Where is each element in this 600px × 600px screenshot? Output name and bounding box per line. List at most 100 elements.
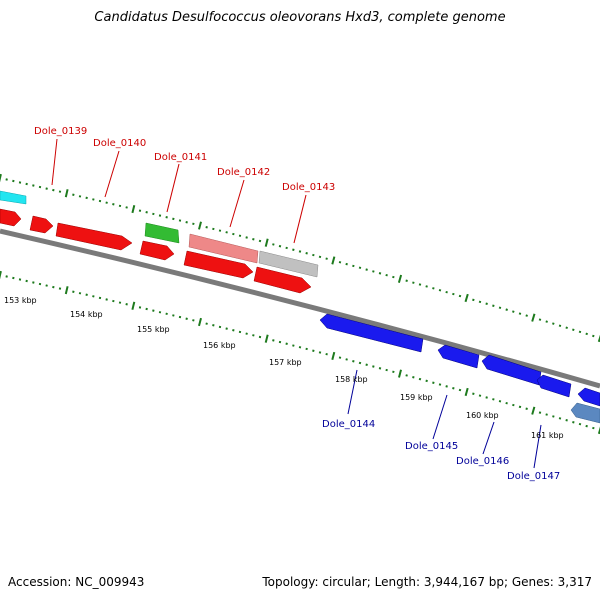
inner-ring-minor-tick (592, 426, 595, 430)
inner-ring-minor-tick (372, 365, 375, 368)
outer-ring-minor-tick (312, 253, 315, 257)
outer-ring-major-tick (531, 313, 536, 322)
inner-ring-minor-tick (152, 309, 155, 312)
inner-ring-minor-tick (478, 394, 482, 397)
gene-blue-edge[interactable] (577, 387, 600, 407)
outer-ring-minor-tick (492, 304, 495, 307)
inner-ring-minor-tick (525, 407, 528, 411)
outer-ring-minor-tick (445, 290, 448, 294)
outer-ring-minor-tick (305, 252, 308, 255)
inner-ring-minor-tick (12, 276, 15, 280)
gene-dole-0145-blue[interactable] (437, 344, 480, 369)
outer-ring-minor-tick (272, 243, 275, 246)
outer-ring-major-tick (331, 256, 336, 265)
outer-ring-minor-tick (405, 279, 408, 282)
gene-label-dole-0145[interactable]: Dole_0145 (405, 441, 458, 452)
outer-ring-major-tick (397, 274, 403, 283)
outer-ring-major-tick (597, 334, 600, 343)
gene-label-dole-0141[interactable]: Dole_0141 (154, 152, 207, 163)
outer-ring-minor-tick (5, 178, 8, 181)
outer-ring-minor-tick (85, 196, 88, 200)
outer-ring-minor-tick (152, 212, 155, 216)
inner-ring-minor-tick (245, 332, 248, 335)
inner-ring-major-tick (331, 351, 336, 361)
inner-ring-minor-tick (25, 279, 28, 283)
inner-ring-minor-tick (312, 349, 315, 352)
gene-cyan[interactable] (0, 190, 27, 205)
gene-label-dole-0142[interactable]: Dole_0142 (217, 167, 270, 178)
inner-ring-minor-tick (352, 359, 355, 363)
gene-red-4[interactable] (139, 240, 175, 261)
outer-ring-minor-tick (52, 188, 55, 192)
gene-red-5[interactable] (183, 250, 254, 279)
inner-ring-minor-tick (212, 324, 215, 327)
inner-ring-minor-tick (378, 367, 382, 370)
scale-label-154: 154 kbp (70, 310, 103, 319)
inner-ring-minor-tick (365, 363, 368, 366)
inner-ring-minor-tick (232, 329, 235, 332)
outer-ring-minor-tick (258, 239, 262, 243)
gene-label-dole-0144[interactable]: Dole_0144 (322, 419, 375, 430)
outer-ring-minor-tick (472, 298, 475, 302)
outer-ring-minor-tick (205, 226, 208, 229)
outer-ring-minor-tick (192, 222, 195, 226)
inner-ring-minor-tick (412, 376, 415, 379)
outer-ring-minor-tick (72, 193, 75, 196)
gene-dole-0141-green[interactable] (144, 222, 180, 244)
outer-ring-minor-tick (565, 326, 568, 330)
outer-ring-major-tick (264, 238, 269, 247)
outer-ring-minor-tick (212, 227, 215, 231)
inner-ring-minor-tick (418, 377, 422, 381)
inner-ring-minor-tick (485, 396, 488, 399)
gene-label-dole-0140[interactable]: Dole_0140 (93, 138, 146, 149)
inner-ring-minor-tick (345, 358, 348, 361)
inner-ring-minor-tick (505, 401, 508, 405)
inner-ring-minor-tick (272, 339, 275, 342)
gene-label-dole-0143[interactable]: Dole_0143 (282, 182, 335, 193)
inner-ring-minor-tick (578, 422, 582, 426)
gene-red-6[interactable] (253, 266, 312, 294)
inner-ring-major-tick (531, 406, 536, 415)
outer-ring-minor-tick (485, 302, 488, 306)
inner-ring-minor-tick (392, 370, 395, 374)
inner-ring-minor-tick (425, 379, 428, 383)
inner-ring-minor-tick (472, 392, 475, 395)
outer-ring-minor-tick (232, 232, 235, 236)
gene-labels: Dole_0139 Dole_0140 Dole_0141 Dole_0142 … (34, 126, 560, 482)
inner-ring-minor-tick (565, 419, 568, 422)
inner-ring-minor-tick (85, 293, 88, 297)
outer-ring-minor-tick (125, 206, 128, 209)
outer-ring-minor-tick (145, 211, 148, 214)
gene-steel-blue[interactable] (570, 402, 600, 424)
inner-ring-minor-tick (512, 403, 515, 407)
gene-dole-0144-blue[interactable] (319, 313, 424, 353)
outer-ring-major-tick (0, 173, 2, 183)
inner-ring-minor-tick (52, 285, 55, 289)
gene-label-dole-0139[interactable]: Dole_0139 (34, 126, 87, 137)
inner-ring-minor-tick (172, 314, 175, 317)
inner-ring-minor-tick (572, 421, 575, 424)
inner-scale-ring (0, 270, 600, 435)
scale-label-161: 161 kbp (531, 431, 564, 440)
outer-ring-minor-tick (558, 324, 562, 328)
outer-ring-minor-tick (458, 294, 462, 298)
inner-ring-minor-tick (252, 334, 255, 337)
gene-red-1[interactable] (0, 208, 22, 227)
outer-ring-minor-tick (552, 322, 555, 325)
inner-ring-minor-tick (72, 290, 75, 293)
inner-ring-minor-tick (318, 351, 322, 354)
outer-ring-minor-tick (318, 255, 322, 259)
gene-label-dole-0147[interactable]: Dole_0147 (507, 471, 560, 482)
gene-dole-0147-blue[interactable] (536, 374, 572, 398)
gene-label-dole-0146[interactable]: Dole_0146 (456, 456, 509, 467)
inner-ring-minor-tick (438, 383, 442, 386)
inner-ring-minor-tick (285, 342, 288, 346)
inner-ring-major-tick (131, 301, 136, 310)
gene-dole-0139-red[interactable] (29, 215, 54, 234)
inner-ring-minor-tick (112, 299, 115, 303)
gene-dole-0142-pink[interactable] (188, 233, 259, 264)
gene-dole-0143-grey[interactable] (258, 250, 319, 278)
gene-dole-0146-blue[interactable] (481, 354, 542, 386)
gene-dole-0140-red[interactable] (55, 222, 133, 251)
outer-ring-minor-tick (32, 184, 35, 187)
